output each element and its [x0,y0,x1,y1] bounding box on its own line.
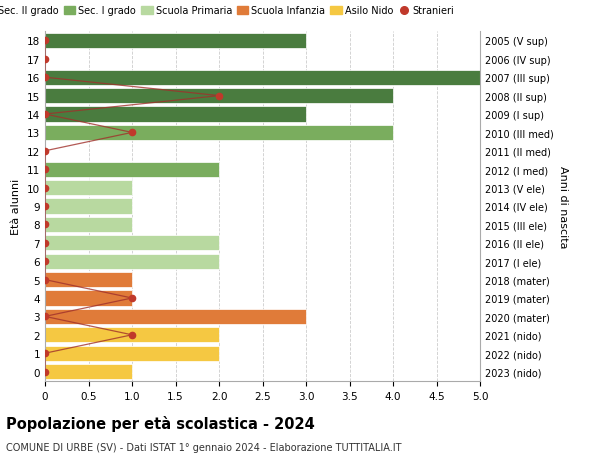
Bar [45,254,219,269]
Bar [45,346,219,361]
Legend: Sec. II grado, Sec. I grado, Scuola Primaria, Scuola Infanzia, Asilo Nido, Stran: Sec. II grado, Sec. I grado, Scuola Prim… [0,3,458,20]
Bar [45,218,132,232]
Bar [45,162,219,177]
Bar [45,89,393,104]
Y-axis label: Anni di nascita: Anni di nascita [557,165,568,248]
Text: COMUNE DI URBE (SV) - Dati ISTAT 1° gennaio 2024 - Elaborazione TUTTITALIA.IT: COMUNE DI URBE (SV) - Dati ISTAT 1° genn… [6,442,401,452]
Bar [45,236,219,251]
Bar [45,126,393,140]
Bar [45,273,132,287]
Bar [45,71,480,85]
Bar [45,309,306,324]
Bar [45,291,132,306]
Text: Popolazione per età scolastica - 2024: Popolazione per età scolastica - 2024 [6,415,315,431]
Bar [45,328,219,342]
Bar [45,181,132,196]
Bar [45,364,132,379]
Bar [45,34,306,49]
Y-axis label: Età alunni: Età alunni [11,179,22,235]
Bar [45,107,306,122]
Bar [45,199,132,214]
